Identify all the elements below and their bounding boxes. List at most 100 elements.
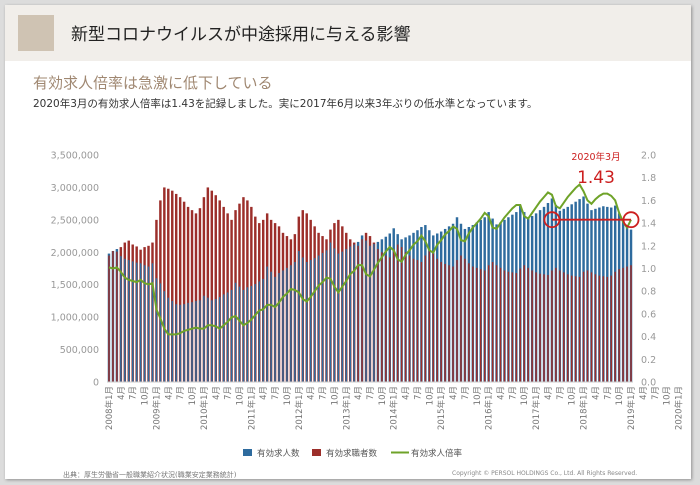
seekers-bar [559, 270, 561, 382]
seekers-bar [598, 275, 601, 382]
annotation-value: 1.43 [577, 168, 615, 188]
seekers-bar [523, 265, 525, 382]
x-tick-label: 10月 [378, 386, 388, 405]
openings-bar [270, 271, 272, 382]
seekers-bar [582, 271, 585, 382]
seekers-bar [491, 262, 494, 382]
seekers-bar [610, 275, 612, 382]
openings-bar [242, 289, 245, 382]
seekers-bar [464, 258, 466, 382]
seekers-bar [452, 266, 454, 382]
x-tick-label: 10月 [615, 386, 625, 405]
y-left-tick-label: 3,500,000 [51, 151, 99, 162]
openings-bar [191, 302, 193, 382]
openings-bar [325, 250, 328, 382]
seekers-bar [444, 263, 446, 382]
openings-bar [135, 262, 138, 382]
seekers-bar [396, 244, 399, 382]
seekers-bar [357, 245, 359, 382]
openings-bar [226, 292, 229, 382]
seekers-bar [381, 252, 383, 382]
seekers-bar [618, 269, 620, 382]
y-right-tick-label: 0.8 [641, 287, 656, 298]
x-tick-label: 7月 [271, 386, 281, 400]
seekers-bar [476, 267, 478, 382]
seekers-bar [606, 276, 609, 382]
openings-bar [195, 300, 197, 382]
x-tick-label: 4月 [164, 386, 174, 400]
seekers-bar [420, 262, 423, 382]
openings-bar [258, 281, 260, 382]
seekers-bar [214, 195, 217, 382]
seekers-bar [590, 272, 593, 382]
openings-bar [163, 291, 166, 382]
openings-bar [167, 297, 170, 382]
seekers-bar [507, 271, 510, 382]
x-tick-label: 2010年1月 [199, 386, 210, 430]
seekers-bar [448, 265, 450, 382]
seekers-bar [186, 206, 190, 382]
seekers-bar [194, 213, 198, 382]
y-right-tick-label: 0.4 [641, 332, 656, 343]
x-tick-label: 2016年1月 [484, 386, 495, 430]
openings-bar [266, 266, 268, 382]
openings-bar [337, 253, 340, 382]
seekers-bar [499, 267, 502, 382]
y-left-tick-label: 3,000,000 [51, 183, 99, 194]
x-tick-label: 2015年1月 [436, 386, 447, 430]
y-right-tick-label: 2.0 [641, 151, 656, 162]
x-tick-label: 10月 [330, 386, 340, 405]
seekers-bar [190, 210, 194, 382]
openings-bar [147, 266, 150, 382]
x-tick-label: 7月 [461, 386, 471, 400]
openings-bar [171, 300, 173, 382]
slide-header: 新型コロナウイルスが中途採用に与える影響 [5, 5, 691, 61]
seekers-bar [242, 197, 245, 382]
seekers-bar [361, 239, 363, 382]
x-tick-label: 10月 [425, 386, 435, 405]
openings-bar [187, 302, 189, 382]
seekers-bar [472, 266, 474, 382]
x-tick-label: 7月 [556, 386, 566, 400]
openings-bar [274, 276, 276, 382]
seekers-bar [174, 193, 178, 382]
openings-bar [254, 284, 257, 382]
legend-label: 有効求人数 [257, 448, 300, 459]
seekers-bar [440, 262, 442, 382]
x-tick-label: 7月 [176, 386, 186, 400]
openings-bar [128, 260, 130, 382]
openings-bar [365, 240, 367, 382]
chart: 0 500,000 1,000,000 1,500,000 2,000,000 2,500… [51, 151, 685, 460]
seekers-bar [602, 276, 605, 382]
seekers-bar [578, 276, 581, 382]
openings-bar [282, 270, 284, 382]
y-left-tick-label: 1,500,000 [51, 280, 99, 291]
y-left-tick-label: 0 [93, 378, 99, 389]
seekers-bar [483, 270, 486, 382]
seekers-bar [574, 276, 577, 382]
seekers-bar [563, 272, 565, 382]
seekers-bar [487, 265, 490, 382]
seekers-bar [167, 188, 170, 382]
openings-bar [215, 298, 217, 382]
openings-bar [211, 300, 213, 382]
openings-bar [317, 255, 320, 382]
seekers-bar [480, 269, 482, 382]
x-tick-label: 2014年1月 [389, 386, 400, 430]
seekers-bar [404, 252, 407, 382]
x-tick-label: 7月 [413, 386, 423, 400]
source-note: 出典：厚生労働省一般職業紹介状況(職業安定業務統計) [63, 471, 237, 479]
seekers-bar [400, 247, 403, 382]
seekers-bar [182, 201, 186, 382]
x-tick-label: 10月 [568, 386, 578, 405]
seekers-bar [428, 250, 431, 382]
seekers-bar [198, 208, 202, 382]
seekers-bar [432, 253, 435, 382]
seekers-bar [495, 265, 498, 382]
seekers-bar [116, 251, 118, 382]
x-tick-label: 7月 [651, 386, 661, 400]
seekers-bar [218, 200, 221, 382]
seekers-bar [178, 197, 182, 382]
x-tick-label: 4月 [259, 386, 269, 400]
seekers-bar [543, 274, 545, 382]
